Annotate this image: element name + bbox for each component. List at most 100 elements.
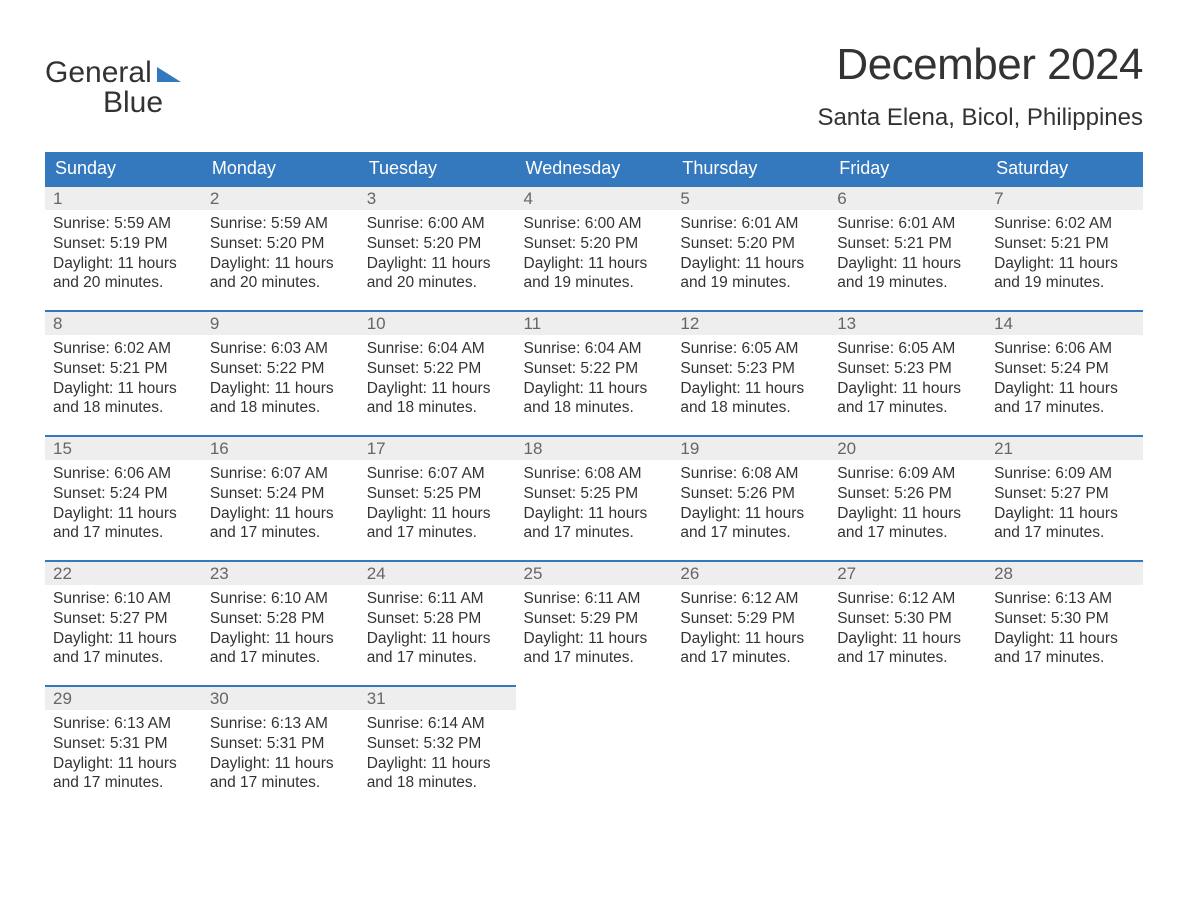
daylight-line1: Daylight: 11 hours	[210, 629, 351, 649]
sunrise-text: Sunrise: 6:06 AM	[994, 339, 1135, 359]
day-info: Sunrise: 6:13 AMSunset: 5:31 PMDaylight:…	[202, 710, 359, 797]
sunset-text: Sunset: 5:19 PM	[53, 234, 194, 254]
dayhead-monday: Monday	[202, 152, 359, 185]
sunset-text: Sunset: 5:28 PM	[210, 609, 351, 629]
day-info: Sunrise: 6:05 AMSunset: 5:23 PMDaylight:…	[829, 335, 986, 422]
day-info: Sunrise: 6:04 AMSunset: 5:22 PMDaylight:…	[359, 335, 516, 422]
calendar-cell: 26Sunrise: 6:12 AMSunset: 5:29 PMDayligh…	[672, 560, 829, 685]
calendar-cell: 21Sunrise: 6:09 AMSunset: 5:27 PMDayligh…	[986, 435, 1143, 560]
sunset-text: Sunset: 5:26 PM	[837, 484, 978, 504]
sunrise-text: Sunrise: 5:59 AM	[53, 214, 194, 234]
daylight-line2: and 17 minutes.	[210, 523, 351, 543]
sunrise-text: Sunrise: 6:01 AM	[837, 214, 978, 234]
daylight-line2: and 17 minutes.	[53, 523, 194, 543]
day-info: Sunrise: 6:07 AMSunset: 5:25 PMDaylight:…	[359, 460, 516, 547]
calendar-cell	[829, 685, 986, 810]
calendar-cell: 4Sunrise: 6:00 AMSunset: 5:20 PMDaylight…	[516, 185, 673, 310]
title-block: December 2024 Santa Elena, Bicol, Philip…	[817, 40, 1143, 132]
daylight-line2: and 18 minutes.	[680, 398, 821, 418]
sunrise-text: Sunrise: 6:13 AM	[994, 589, 1135, 609]
daylight-line2: and 17 minutes.	[367, 523, 508, 543]
daylight-line2: and 17 minutes.	[524, 523, 665, 543]
daylight-line1: Daylight: 11 hours	[680, 379, 821, 399]
day-number: 4	[516, 185, 673, 210]
day-number: 24	[359, 560, 516, 585]
sunrise-text: Sunrise: 6:12 AM	[837, 589, 978, 609]
sunset-text: Sunset: 5:23 PM	[837, 359, 978, 379]
day-number: 6	[829, 185, 986, 210]
daylight-line1: Daylight: 11 hours	[524, 504, 665, 524]
calendar-cell: 6Sunrise: 6:01 AMSunset: 5:21 PMDaylight…	[829, 185, 986, 310]
dayhead-friday: Friday	[829, 152, 986, 185]
sunset-text: Sunset: 5:30 PM	[994, 609, 1135, 629]
sunrise-text: Sunrise: 6:02 AM	[53, 339, 194, 359]
day-info: Sunrise: 6:09 AMSunset: 5:27 PMDaylight:…	[986, 460, 1143, 547]
sunset-text: Sunset: 5:25 PM	[367, 484, 508, 504]
daylight-line2: and 17 minutes.	[367, 648, 508, 668]
day-number: 1	[45, 185, 202, 210]
sunset-text: Sunset: 5:25 PM	[524, 484, 665, 504]
day-number: 26	[672, 560, 829, 585]
calendar-cell: 9Sunrise: 6:03 AMSunset: 5:22 PMDaylight…	[202, 310, 359, 435]
calendar-cell: 28Sunrise: 6:13 AMSunset: 5:30 PMDayligh…	[986, 560, 1143, 685]
sunset-text: Sunset: 5:21 PM	[994, 234, 1135, 254]
day-info: Sunrise: 6:14 AMSunset: 5:32 PMDaylight:…	[359, 710, 516, 797]
calendar-row: 29Sunrise: 6:13 AMSunset: 5:31 PMDayligh…	[45, 685, 1143, 810]
header: General Blue December 2024 Santa Elena, …	[45, 40, 1143, 132]
day-number: 13	[829, 310, 986, 335]
calendar-cell: 12Sunrise: 6:05 AMSunset: 5:23 PMDayligh…	[672, 310, 829, 435]
day-info: Sunrise: 6:08 AMSunset: 5:25 PMDaylight:…	[516, 460, 673, 547]
day-number: 15	[45, 435, 202, 460]
calendar-cell: 18Sunrise: 6:08 AMSunset: 5:25 PMDayligh…	[516, 435, 673, 560]
day-number: 28	[986, 560, 1143, 585]
day-number: 31	[359, 685, 516, 710]
calendar-cell	[986, 685, 1143, 810]
calendar-cell: 10Sunrise: 6:04 AMSunset: 5:22 PMDayligh…	[359, 310, 516, 435]
calendar-cell: 31Sunrise: 6:14 AMSunset: 5:32 PMDayligh…	[359, 685, 516, 810]
daylight-line2: and 20 minutes.	[367, 273, 508, 293]
day-number: 25	[516, 560, 673, 585]
daylight-line2: and 20 minutes.	[53, 273, 194, 293]
day-number: 5	[672, 185, 829, 210]
sunset-text: Sunset: 5:20 PM	[680, 234, 821, 254]
sunrise-text: Sunrise: 6:02 AM	[994, 214, 1135, 234]
sunrise-text: Sunrise: 6:06 AM	[53, 464, 194, 484]
sunrise-text: Sunrise: 6:07 AM	[210, 464, 351, 484]
daylight-line1: Daylight: 11 hours	[524, 629, 665, 649]
day-info: Sunrise: 6:09 AMSunset: 5:26 PMDaylight:…	[829, 460, 986, 547]
day-number: 18	[516, 435, 673, 460]
day-number: 29	[45, 685, 202, 710]
daylight-line2: and 19 minutes.	[680, 273, 821, 293]
sunset-text: Sunset: 5:22 PM	[367, 359, 508, 379]
dayhead-tuesday: Tuesday	[359, 152, 516, 185]
daylight-line1: Daylight: 11 hours	[210, 254, 351, 274]
calendar-cell	[672, 685, 829, 810]
calendar-cell: 5Sunrise: 6:01 AMSunset: 5:20 PMDaylight…	[672, 185, 829, 310]
daylight-line1: Daylight: 11 hours	[680, 254, 821, 274]
sunrise-text: Sunrise: 6:03 AM	[210, 339, 351, 359]
day-number: 8	[45, 310, 202, 335]
month-title: December 2024	[817, 40, 1143, 90]
calendar-cell: 7Sunrise: 6:02 AMSunset: 5:21 PMDaylight…	[986, 185, 1143, 310]
sunrise-text: Sunrise: 6:13 AM	[53, 714, 194, 734]
sunrise-text: Sunrise: 6:05 AM	[680, 339, 821, 359]
sunrise-text: Sunrise: 6:00 AM	[367, 214, 508, 234]
calendar-cell: 23Sunrise: 6:10 AMSunset: 5:28 PMDayligh…	[202, 560, 359, 685]
day-info: Sunrise: 6:06 AMSunset: 5:24 PMDaylight:…	[45, 460, 202, 547]
calendar-cell: 8Sunrise: 6:02 AMSunset: 5:21 PMDaylight…	[45, 310, 202, 435]
calendar-cell: 16Sunrise: 6:07 AMSunset: 5:24 PMDayligh…	[202, 435, 359, 560]
daylight-line2: and 19 minutes.	[837, 273, 978, 293]
sunset-text: Sunset: 5:31 PM	[210, 734, 351, 754]
daylight-line2: and 17 minutes.	[994, 523, 1135, 543]
sunset-text: Sunset: 5:24 PM	[53, 484, 194, 504]
daylight-line2: and 18 minutes.	[524, 398, 665, 418]
day-info: Sunrise: 6:03 AMSunset: 5:22 PMDaylight:…	[202, 335, 359, 422]
dayhead-wednesday: Wednesday	[516, 152, 673, 185]
sunrise-text: Sunrise: 6:00 AM	[524, 214, 665, 234]
calendar-cell: 17Sunrise: 6:07 AMSunset: 5:25 PMDayligh…	[359, 435, 516, 560]
sunset-text: Sunset: 5:27 PM	[994, 484, 1135, 504]
sunset-text: Sunset: 5:20 PM	[367, 234, 508, 254]
daylight-line2: and 17 minutes.	[837, 398, 978, 418]
daylight-line1: Daylight: 11 hours	[837, 379, 978, 399]
daylight-line2: and 17 minutes.	[53, 773, 194, 793]
